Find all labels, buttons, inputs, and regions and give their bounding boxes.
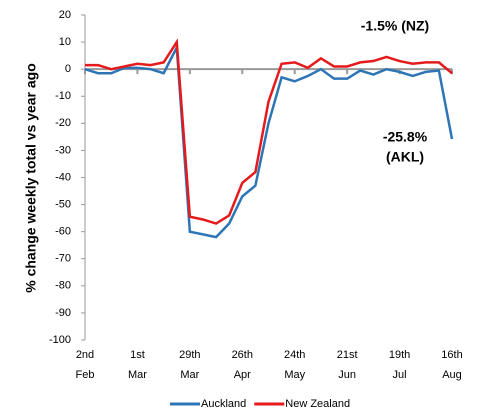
y-tick-label: 10 xyxy=(59,36,71,48)
y-tick-label: -30 xyxy=(55,144,71,156)
y-tick-label: 0 xyxy=(65,63,71,75)
x-tick-label: 21st Jun xyxy=(337,349,358,381)
annotation: (AKL) xyxy=(386,149,424,165)
x-tick-label: 2nd Feb xyxy=(76,349,95,381)
y-tick-label: -60 xyxy=(55,226,71,238)
x-tick-label: 16th Aug xyxy=(441,349,462,381)
y-tick-label: -10 xyxy=(55,90,71,102)
y-tick-label: -20 xyxy=(55,117,71,129)
x-tick-label: 29th Mar xyxy=(179,349,200,381)
y-tick-label: -40 xyxy=(55,171,71,183)
x-tick-label: 1st Mar xyxy=(128,349,147,381)
y-tick-label: -70 xyxy=(55,253,71,265)
y-tick-label: 20 xyxy=(59,9,71,21)
series-line xyxy=(85,38,453,225)
x-tick-label: 19th Jul xyxy=(389,349,410,381)
x-tick-label: 24th May xyxy=(284,349,306,381)
y-tick-label: -80 xyxy=(55,280,71,292)
series-line xyxy=(84,42,454,239)
y-tick-label: -90 xyxy=(55,307,71,319)
x-tick-label: 26th Apr xyxy=(232,349,253,381)
legend-label: New Zealand xyxy=(285,398,350,410)
legend-label: Auckland xyxy=(201,398,246,410)
annotation: -25.8% xyxy=(383,129,428,145)
y-axis-label: % change weekly total vs year ago xyxy=(23,63,39,293)
y-tick-label: -100 xyxy=(49,334,71,346)
y-tick-label: -50 xyxy=(55,198,71,210)
annotation: -1.5% (NZ) xyxy=(361,18,429,34)
